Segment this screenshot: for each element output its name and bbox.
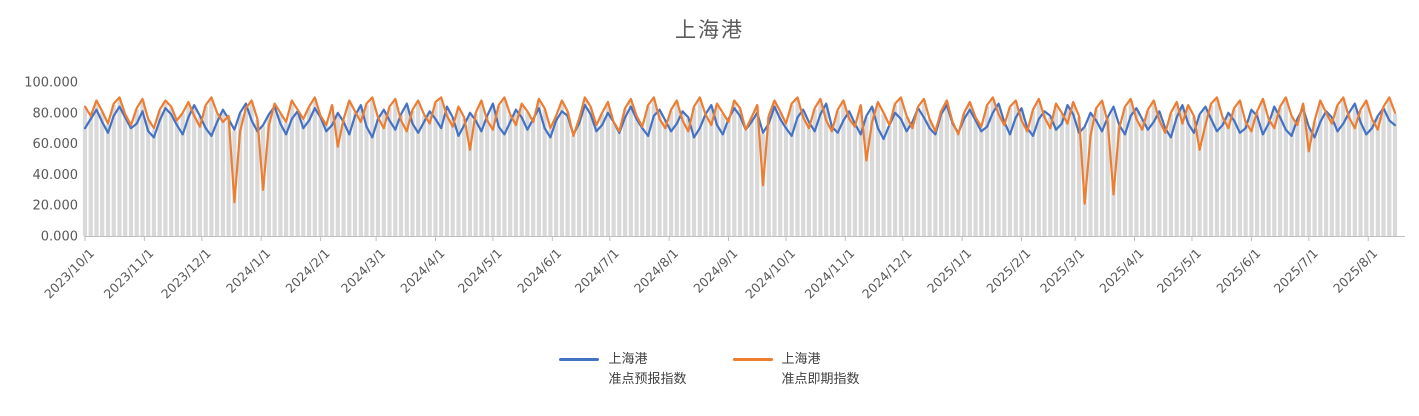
x-tick-label: 2024/2/1 xyxy=(282,246,332,296)
chart-plot-area: 2023/10/1 2023/11/1 2023/12/1 2024/1/1 2024/… xyxy=(24,76,1405,302)
y-tick-label: 100.000 xyxy=(24,76,78,91)
x-tick-label: 2024/11/1 xyxy=(801,246,857,302)
x-tick-label: 2025/3/1 xyxy=(1037,246,1087,296)
x-tick-label: 2024/4/1 xyxy=(397,246,447,296)
x-tick-label: 2023/10/1 xyxy=(41,246,97,302)
x-tick-label: 2024/10/1 xyxy=(742,246,798,302)
y-tick-label: 0.000 xyxy=(41,230,78,245)
legend-line-swatch-blue xyxy=(559,358,600,361)
x-tick-label: 2024/7/1 xyxy=(572,246,622,296)
y-tick-label: 20.000 xyxy=(33,199,79,214)
legend-line-swatch-orange xyxy=(732,358,773,361)
x-tick-label: 2025/6/1 xyxy=(1213,246,1263,296)
x-tick-label: 2025/4/1 xyxy=(1096,246,1146,296)
x-tick-label: 2025/1/1 xyxy=(924,246,974,296)
chart-legend: 上海港 准点预报指数 上海港 准点即期指数 xyxy=(0,350,1419,389)
y-tick-label: 40.000 xyxy=(33,168,79,183)
series-line-forecast xyxy=(83,102,1397,141)
x-tick-label: 2024/3/1 xyxy=(338,246,388,296)
x-tick-label: 2024/5/1 xyxy=(455,246,505,296)
x-tick-label: 2024/6/1 xyxy=(514,246,564,296)
x-tick-label: 2024/9/1 xyxy=(690,246,740,296)
legend-item-forecast: 上海港 准点预报指数 xyxy=(559,350,687,389)
x-tick-label: 2025/2/1 xyxy=(983,246,1033,296)
x-tick-label: 2025/5/1 xyxy=(1154,246,1204,296)
y-tick-label: 80.000 xyxy=(33,106,79,121)
x-tick-label: 2024/8/1 xyxy=(631,246,681,296)
x-tick-label: 2025/7/1 xyxy=(1271,246,1321,296)
legend-item-spot: 上海港 准点即期指数 xyxy=(732,350,860,389)
legend-label-forecast: 上海港 准点预报指数 xyxy=(608,352,687,387)
x-tick-label: 2024/12/1 xyxy=(859,246,915,302)
y-tick-label: 60.000 xyxy=(33,137,79,152)
x-tick-label: 2023/11/1 xyxy=(101,246,157,302)
series-line-spot xyxy=(83,96,1397,205)
x-tick-label: 2024/1/1 xyxy=(223,246,273,296)
x-tick-label: 2025/8/1 xyxy=(1330,246,1380,296)
legend-label-spot: 上海港 准点即期指数 xyxy=(781,352,860,387)
chart-title: 上海港 xyxy=(675,18,744,42)
x-tick-label: 2023/12/1 xyxy=(158,246,214,302)
